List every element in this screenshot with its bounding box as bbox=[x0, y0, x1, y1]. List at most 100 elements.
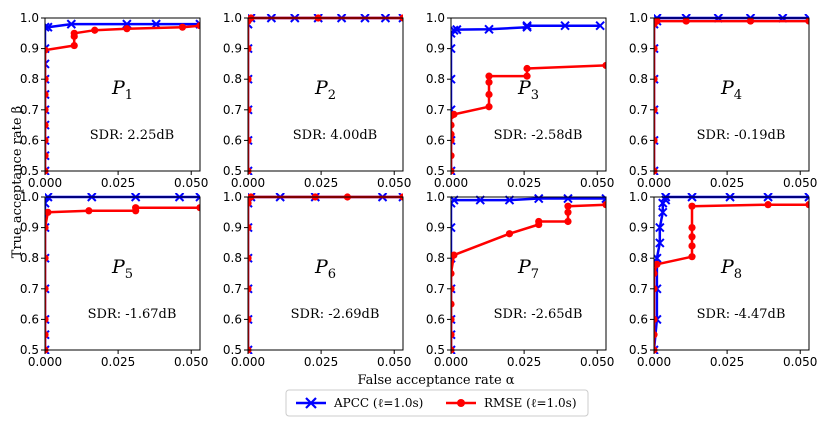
marker-x bbox=[451, 329, 456, 340]
y-tick-label: 0.7 bbox=[426, 282, 445, 296]
marker-dot bbox=[70, 29, 78, 37]
marker-dot bbox=[248, 285, 252, 293]
sdr-annotation: SDR: -4.47dB bbox=[697, 307, 786, 322]
marker-x bbox=[560, 20, 570, 31]
x-tick-label: 0.050 bbox=[580, 176, 614, 190]
marker-dot bbox=[45, 224, 49, 232]
subplot-p1: 0.5 0.6 0.7 0.8 0.9 1.0 0.000 0.025 0.050 P1 SDR: … bbox=[20, 11, 208, 190]
marker-dot bbox=[451, 251, 458, 259]
marker-dot bbox=[451, 285, 455, 293]
y-tick-label: 0.8 bbox=[20, 251, 39, 265]
y-tick-label: 0.7 bbox=[223, 103, 242, 117]
y-tick-label: 0.5 bbox=[20, 343, 39, 357]
y-tick-label: 0.9 bbox=[629, 42, 648, 56]
subplot-p7: 0.5 0.6 0.7 0.8 0.9 1.0 0.000 0.025 0.050 P7 SDR: … bbox=[426, 190, 614, 369]
marker-dot bbox=[805, 17, 809, 25]
marker-dot bbox=[248, 45, 252, 53]
marker-x bbox=[451, 43, 456, 54]
legend: APCC (ℓ=1.0s) RMSE (ℓ=1.0s) bbox=[285, 389, 589, 417]
marker-dot bbox=[248, 224, 252, 232]
marker-x bbox=[601, 193, 606, 204]
marker-x bbox=[654, 345, 659, 354]
series-apcc bbox=[451, 193, 606, 354]
marker-dot bbox=[45, 46, 49, 54]
marker-dot bbox=[248, 106, 252, 114]
marker-dot bbox=[91, 26, 99, 34]
legend-apcc-label: APCC (ℓ=1.0s) bbox=[333, 396, 423, 410]
y-tick-label: 0.7 bbox=[426, 103, 445, 117]
panel-title: P7 bbox=[517, 256, 539, 282]
y-tick-label: 0.9 bbox=[223, 42, 242, 56]
marker-x bbox=[248, 74, 253, 84]
x-tick-label: 0.025 bbox=[507, 355, 541, 369]
marker-x bbox=[398, 193, 403, 202]
sdr-annotation: SDR: -2.69dB bbox=[291, 307, 380, 322]
marker-dot bbox=[45, 106, 49, 114]
series-rmse bbox=[654, 201, 809, 354]
y-tick-label: 0.5 bbox=[223, 164, 242, 178]
y-tick-label: 0.6 bbox=[223, 133, 242, 147]
x-tick-label: 0.000 bbox=[637, 355, 671, 369]
marker-x bbox=[248, 253, 253, 263]
marker-x bbox=[45, 22, 50, 32]
marker-dot bbox=[45, 254, 49, 262]
y-tick-label: 0.9 bbox=[20, 42, 39, 56]
panel-title: P4 bbox=[720, 77, 742, 103]
axes-frame bbox=[450, 196, 607, 351]
legend-entry-apcc: APCC (ℓ=1.0s) bbox=[296, 396, 423, 410]
marker-dot bbox=[451, 136, 455, 144]
panel-title: P3 bbox=[517, 77, 539, 103]
marker-x bbox=[595, 20, 605, 31]
y-tick-label: 1.0 bbox=[223, 190, 242, 204]
marker-dot bbox=[654, 136, 658, 144]
y-tick-label: 0.9 bbox=[20, 221, 39, 235]
y-tick-label: 0.7 bbox=[20, 103, 39, 117]
x-tick-label: 0.025 bbox=[304, 355, 338, 369]
axes-frame bbox=[44, 17, 201, 172]
marker-x bbox=[522, 22, 532, 32]
marker-dot bbox=[523, 64, 531, 73]
marker-dot bbox=[45, 152, 49, 160]
marker-x bbox=[45, 150, 50, 161]
marker-dot bbox=[688, 233, 696, 241]
marker-dot bbox=[654, 45, 658, 53]
x-tick-label: 0.000 bbox=[28, 355, 62, 369]
subplot-p2: 0.5 0.6 0.7 0.8 0.9 1.0 0.000 0.025 0.050 P2 SDR: … bbox=[223, 11, 411, 190]
y-tick-label: 1.0 bbox=[20, 11, 39, 25]
marker-x bbox=[45, 120, 50, 130]
x-tick-label: 0.000 bbox=[637, 176, 671, 190]
marker-dot bbox=[485, 78, 493, 86]
y-tick-label: 0.9 bbox=[223, 221, 242, 235]
marker-dot bbox=[451, 121, 455, 129]
panel-title: P8 bbox=[720, 256, 742, 282]
y-tick-label: 0.7 bbox=[629, 103, 648, 117]
marker-dot bbox=[654, 17, 661, 25]
marker-x bbox=[45, 166, 50, 175]
marker-x bbox=[45, 329, 50, 340]
marker-x bbox=[248, 222, 253, 233]
marker-x bbox=[452, 24, 462, 35]
y-tick-label: 0.7 bbox=[223, 282, 242, 296]
marker-x bbox=[484, 24, 494, 35]
sdr-annotation: SDR: -0.19dB bbox=[697, 128, 786, 143]
y-tick-label: 1.0 bbox=[223, 11, 242, 25]
series-rmse bbox=[451, 61, 606, 175]
axes-frame bbox=[44, 196, 201, 351]
marker-x bbox=[654, 74, 659, 84]
marker-dot bbox=[70, 41, 78, 50]
marker-dot bbox=[196, 22, 200, 30]
marker-dot bbox=[485, 103, 493, 111]
marker-dot bbox=[45, 121, 49, 129]
series-rmse bbox=[451, 201, 606, 354]
marker-dot bbox=[85, 207, 93, 215]
y-tick-label: 0.6 bbox=[426, 133, 445, 147]
y-tick-label: 0.6 bbox=[223, 312, 242, 326]
x-tick-label: 0.000 bbox=[28, 176, 62, 190]
axes-frame bbox=[247, 196, 404, 351]
marker-x bbox=[248, 43, 253, 54]
legend-rmse-label: RMSE (ℓ=1.0s) bbox=[484, 396, 577, 410]
marker-dot bbox=[654, 315, 658, 323]
marker-x bbox=[45, 222, 50, 233]
marker-dot bbox=[505, 230, 514, 238]
legend-frame bbox=[285, 389, 589, 417]
